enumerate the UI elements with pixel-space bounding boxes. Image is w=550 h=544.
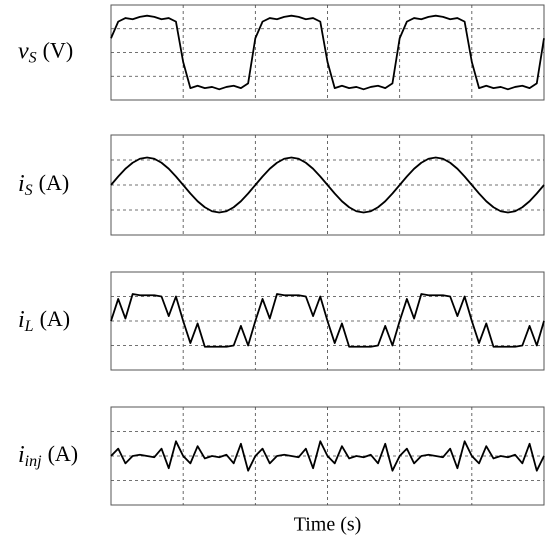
label-unit: (A) [48,441,79,466]
y-axis-label: iL (A) [18,306,70,335]
label-unit: (V) [43,38,74,63]
y-axis-label: iinj (A) [18,441,78,470]
label-subscript: S [29,49,37,66]
label-unit: (A) [39,170,70,195]
y-axis-label: vS (V) [18,38,73,67]
y-axis-label: iS (A) [18,170,69,199]
label-symbol: i [18,307,25,333]
label-unit: (A) [40,306,71,331]
x-axis-label: Time (s) [294,514,362,536]
waveform [110,14,545,91]
label-subscript: S [25,182,33,199]
label-symbol: i [18,442,25,468]
label-symbol: i [18,171,25,197]
waveform [110,156,545,214]
label-subscript: L [24,318,34,335]
label-subscript: inj [25,453,42,470]
waveform [110,293,545,348]
label-symbol: v [18,38,29,64]
waveform [110,440,545,472]
